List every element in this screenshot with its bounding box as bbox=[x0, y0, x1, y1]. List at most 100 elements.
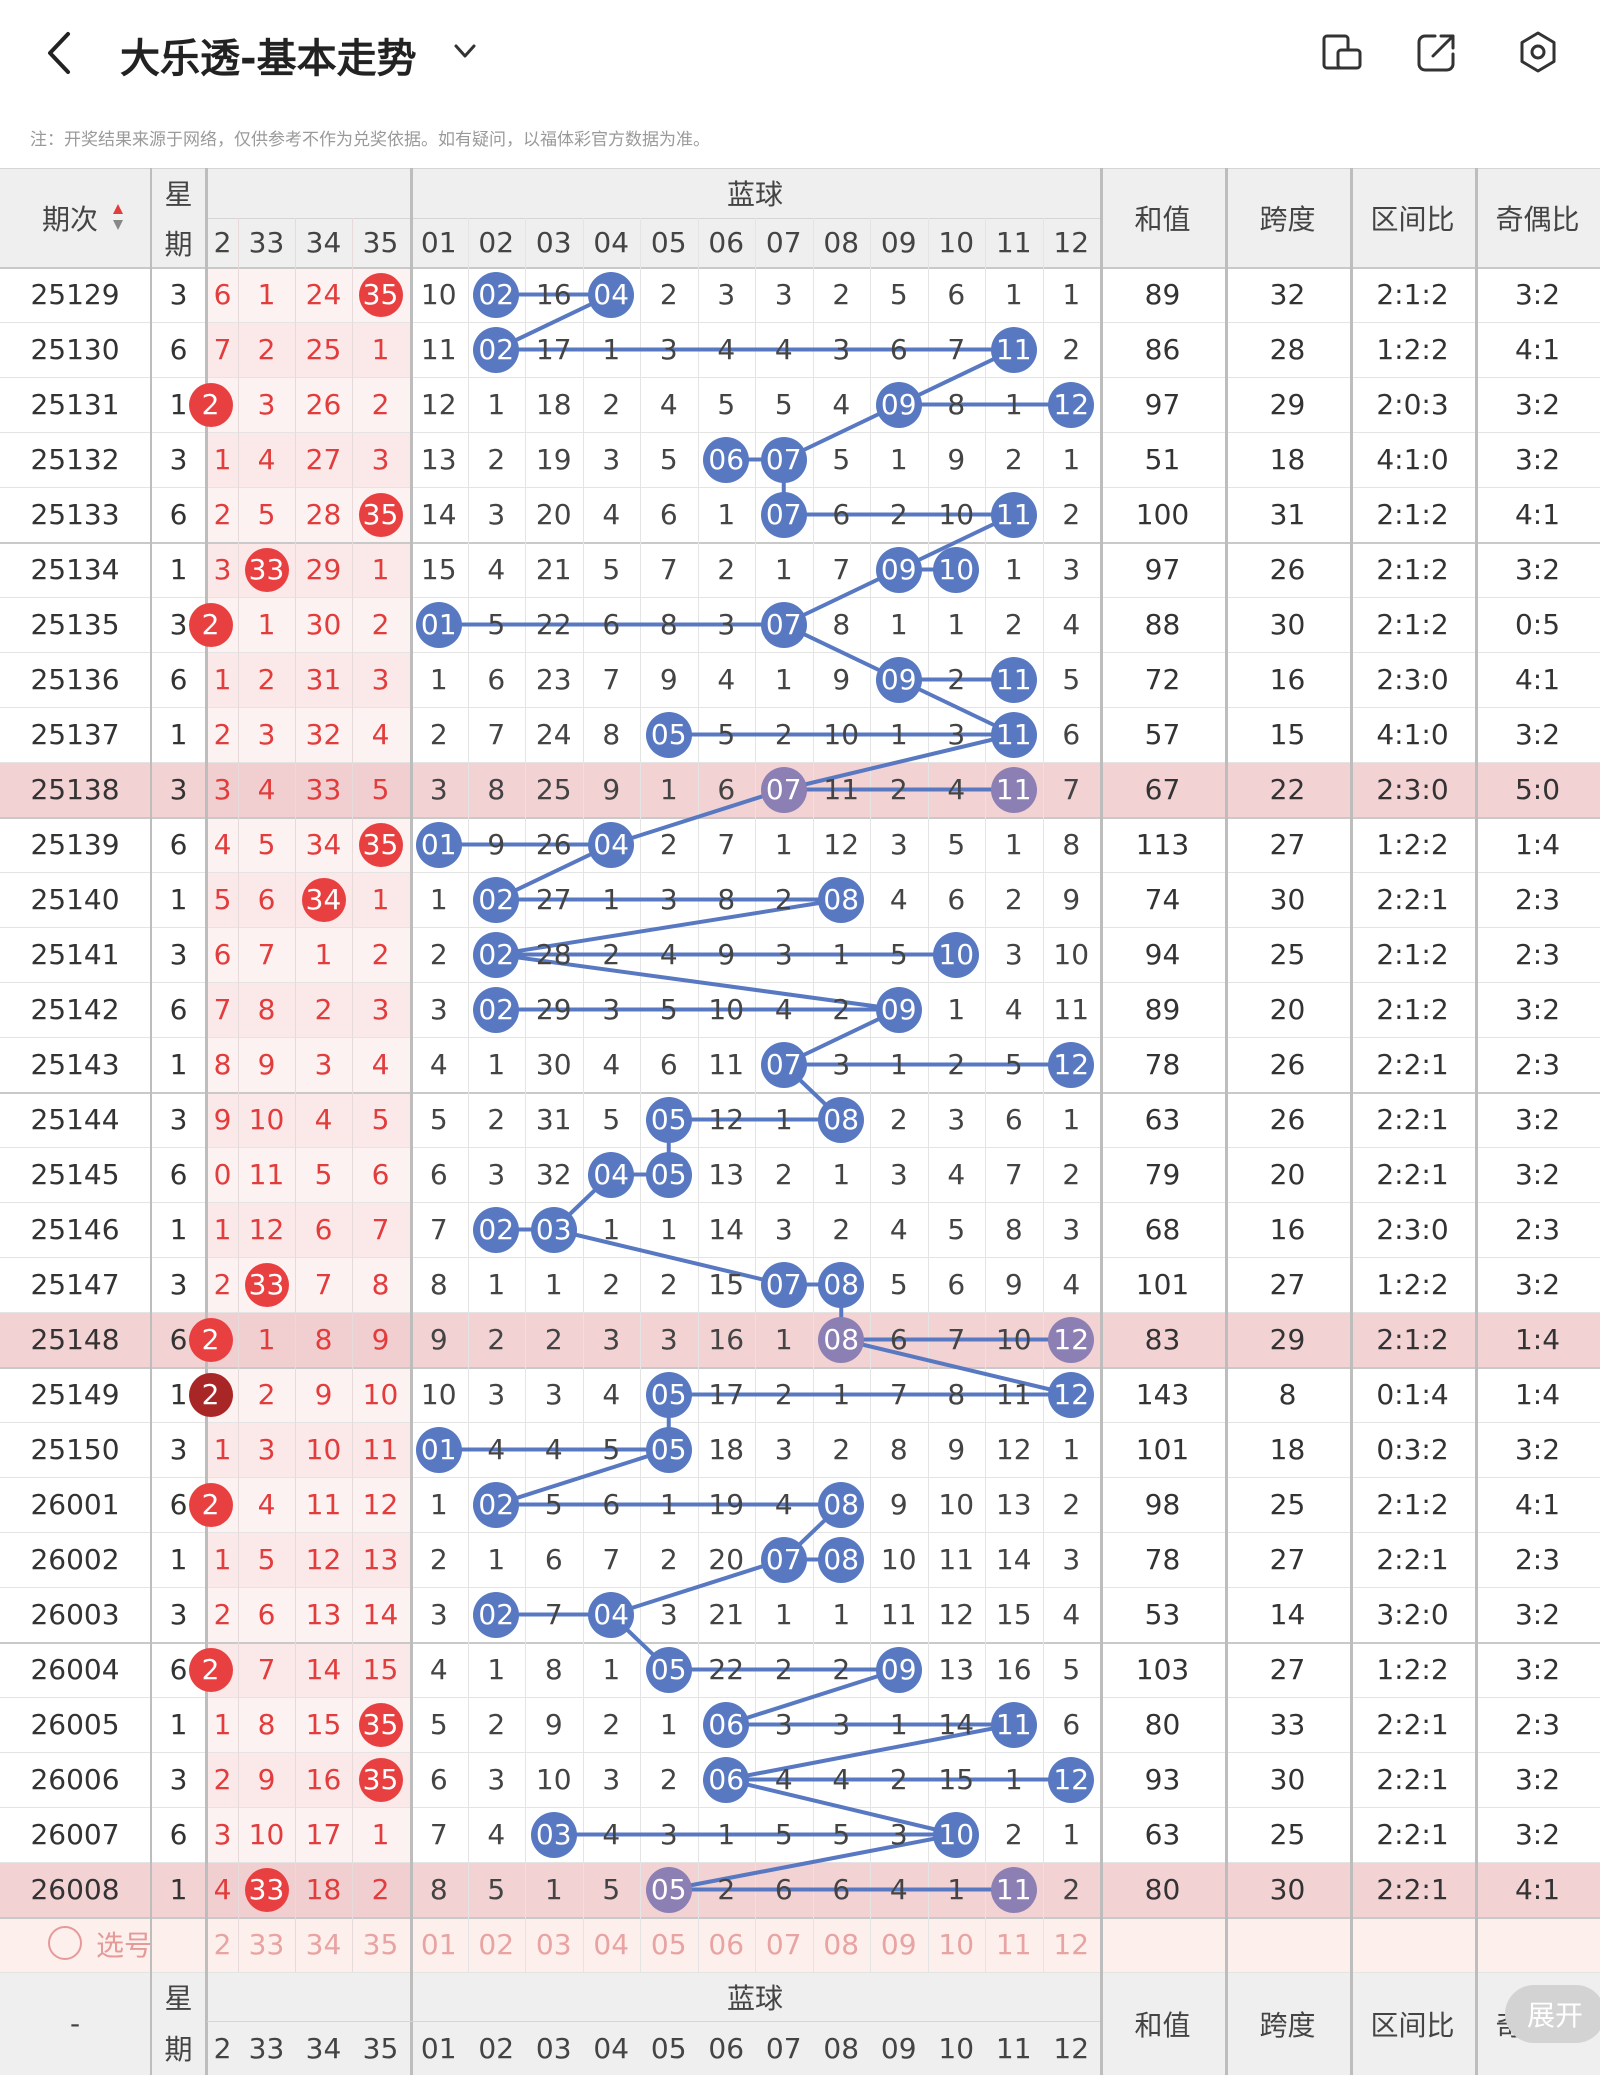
parity-ratio-cell: 3:2 bbox=[1514, 1268, 1561, 1301]
grid-line bbox=[352, 218, 353, 1972]
screen-rotate-icon[interactable] bbox=[1320, 30, 1364, 74]
footer-blue-col-header: 08 bbox=[823, 2031, 860, 2065]
footer-blue-col-header: 04 bbox=[593, 2031, 630, 2065]
blue-miss-cell: 8 bbox=[947, 388, 966, 421]
front-miss-cell: 4 bbox=[371, 718, 390, 751]
select-blue-number[interactable]: 05 bbox=[650, 1928, 687, 1961]
back-icon[interactable] bbox=[40, 28, 80, 78]
footer-zone-header: 区间比 bbox=[1370, 2008, 1455, 2042]
blue-miss-cell: 6 bbox=[429, 1763, 448, 1796]
select-blue-number[interactable]: 04 bbox=[593, 1928, 630, 1961]
front-ball-hit: 35 bbox=[358, 1757, 403, 1802]
front-miss-cell: 5 bbox=[257, 1543, 276, 1576]
expand-button[interactable]: 展开 bbox=[1505, 1985, 1600, 2043]
blue-ball-hit: 07 bbox=[760, 436, 807, 483]
period-cell: 26007 bbox=[30, 1818, 120, 1851]
grid-line bbox=[870, 218, 871, 1972]
blue-miss-cell: 11 bbox=[880, 1598, 917, 1631]
zone-ratio-cell: 2:2:1 bbox=[1376, 883, 1449, 916]
blue-miss-cell: 2 bbox=[429, 938, 448, 971]
blue-miss-cell: 7 bbox=[1062, 773, 1081, 806]
chevron-down-icon[interactable] bbox=[450, 36, 480, 66]
blue-miss-cell: 3 bbox=[487, 498, 506, 531]
front-ball-hit: 2 bbox=[188, 1317, 233, 1362]
span-cell: 26 bbox=[1269, 1103, 1306, 1136]
front-miss-cell: 1 bbox=[371, 1818, 390, 1851]
blue-miss-cell: 6 bbox=[947, 278, 966, 311]
grid-line bbox=[150, 168, 152, 2075]
blue-miss-cell: 7 bbox=[832, 553, 851, 586]
share-icon[interactable] bbox=[1415, 30, 1459, 74]
footer-front-col-header: 33 bbox=[248, 2031, 285, 2065]
blue-miss-cell: 1 bbox=[889, 1048, 908, 1081]
settings-icon[interactable] bbox=[1516, 30, 1560, 74]
blue-miss-cell: 9 bbox=[602, 773, 621, 806]
select-blue-number[interactable]: 06 bbox=[708, 1928, 745, 1961]
period-cell: 25149 bbox=[30, 1378, 120, 1411]
weekday-cell: 1 bbox=[169, 1378, 188, 1411]
select-blue-number[interactable]: 09 bbox=[880, 1928, 917, 1961]
footer-period-header: - bbox=[69, 2007, 81, 2040]
blue-ball-hit: 12 bbox=[1048, 1316, 1095, 1363]
sum-cell: 68 bbox=[1144, 1213, 1181, 1246]
sum-cell: 63 bbox=[1144, 1103, 1181, 1136]
blue-miss-cell: 1 bbox=[1062, 1103, 1081, 1136]
select-front-number[interactable]: 2 bbox=[213, 1928, 232, 1961]
zone-ratio-cell: 2:1:2 bbox=[1376, 553, 1449, 586]
front-miss-cell: 5 bbox=[213, 883, 232, 916]
blue-miss-cell: 2 bbox=[1004, 608, 1023, 641]
blue-miss-cell: 7 bbox=[889, 1378, 908, 1411]
sum-cell: 53 bbox=[1144, 1598, 1181, 1631]
blue-ball-hit: 02 bbox=[473, 1206, 520, 1253]
weekday-cell: 6 bbox=[169, 828, 188, 861]
select-front-number[interactable]: 33 bbox=[248, 1928, 285, 1961]
front-miss-cell: 3 bbox=[213, 773, 232, 806]
zone-header: 区间比 bbox=[1370, 202, 1455, 236]
blue-miss-cell: 6 bbox=[889, 1323, 908, 1356]
front-zone-bg bbox=[207, 1532, 410, 1587]
blue-ball-hit: 06 bbox=[703, 1701, 750, 1748]
blue-miss-cell: 11 bbox=[823, 773, 860, 806]
footer-blue-col-header: 02 bbox=[478, 2031, 515, 2065]
blue-miss-cell: 5 bbox=[659, 993, 678, 1026]
grid-line bbox=[0, 1642, 1600, 1644]
blue-miss-cell: 2 bbox=[889, 1103, 908, 1136]
select-number-label[interactable]: 选号 bbox=[96, 1929, 153, 1962]
span-cell: 29 bbox=[1269, 1323, 1306, 1356]
blue-miss-cell: 1 bbox=[1004, 553, 1023, 586]
blue-miss-cell: 5 bbox=[602, 1103, 621, 1136]
blue-miss-cell: 3 bbox=[774, 1708, 793, 1741]
period-header[interactable]: 期次 bbox=[41, 202, 98, 236]
blue-col-header: 09 bbox=[880, 226, 917, 259]
select-blue-number[interactable]: 08 bbox=[823, 1928, 860, 1961]
blue-miss-cell: 1 bbox=[487, 1543, 506, 1576]
page-title[interactable]: 大乐透-基本走势 bbox=[120, 36, 417, 82]
select-front-number[interactable]: 35 bbox=[362, 1928, 399, 1961]
sort-icon[interactable] bbox=[112, 202, 124, 232]
parity-ratio-cell: 3:2 bbox=[1514, 1158, 1561, 1191]
select-blue-number[interactable]: 01 bbox=[420, 1928, 457, 1961]
blue-miss-cell: 4 bbox=[544, 1433, 563, 1466]
blue-miss-cell: 8 bbox=[832, 608, 851, 641]
blue-ball-hit: 08 bbox=[818, 1536, 865, 1583]
parity-ratio-cell: 4:1 bbox=[1514, 333, 1561, 366]
front-miss-cell: 24 bbox=[305, 278, 342, 311]
app-header: 大乐透-基本走势 bbox=[0, 0, 1600, 110]
select-blue-number[interactable]: 10 bbox=[938, 1928, 975, 1961]
select-blue-number[interactable]: 02 bbox=[478, 1928, 515, 1961]
blue-ball-hit: 09 bbox=[875, 381, 922, 428]
front-miss-cell: 2 bbox=[213, 1763, 232, 1796]
select-blue-number[interactable]: 12 bbox=[1053, 1928, 1090, 1961]
blue-miss-cell: 8 bbox=[602, 718, 621, 751]
select-number-radio[interactable] bbox=[48, 1926, 82, 1960]
sum-cell: 72 bbox=[1144, 663, 1181, 696]
select-blue-number[interactable]: 03 bbox=[535, 1928, 572, 1961]
select-front-number[interactable]: 34 bbox=[305, 1928, 342, 1961]
front-miss-cell: 3 bbox=[257, 388, 276, 421]
blue-miss-cell: 1 bbox=[1062, 1818, 1081, 1851]
blue-miss-cell: 1 bbox=[602, 1213, 621, 1246]
blue-miss-cell: 4 bbox=[1062, 1598, 1081, 1631]
select-blue-number[interactable]: 11 bbox=[995, 1928, 1032, 1961]
select-blue-number[interactable]: 07 bbox=[765, 1928, 802, 1961]
blue-ball-hit: 08 bbox=[818, 1316, 865, 1363]
